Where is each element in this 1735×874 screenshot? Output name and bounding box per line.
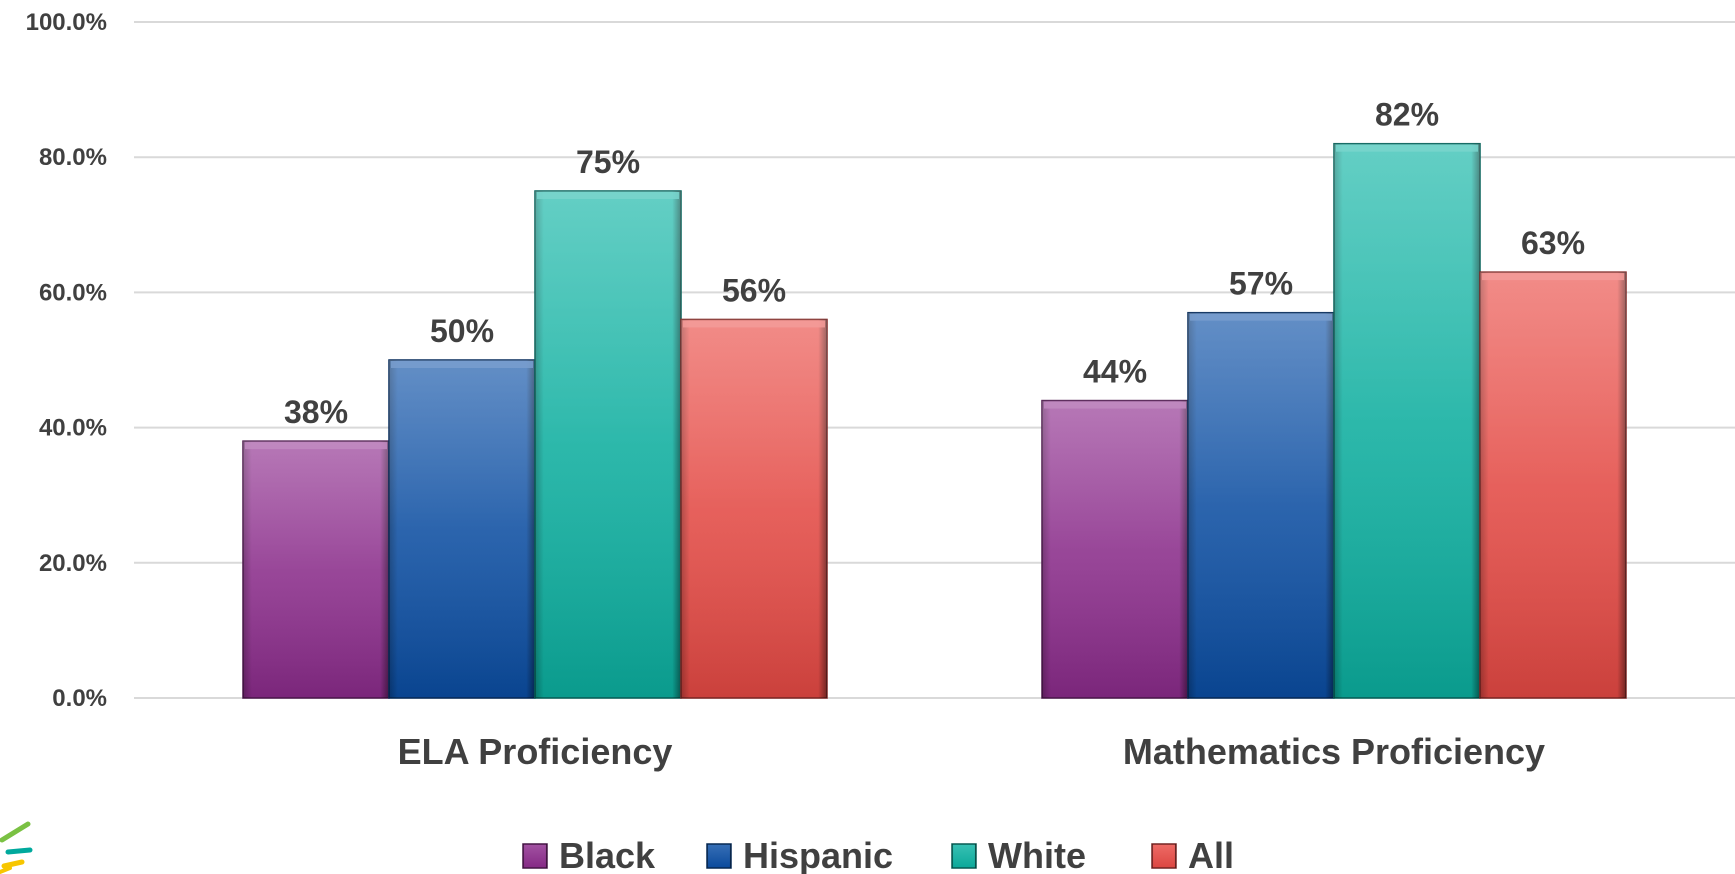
y-tick-label: 60.0%	[39, 279, 107, 306]
data-label: 63%	[1521, 225, 1585, 261]
data-label: 44%	[1083, 354, 1147, 390]
y-tick-label: 80.0%	[39, 144, 107, 171]
bars	[242, 142, 1627, 699]
data-labels: 38% 50% 75% 56% 44% 57% 82% 63%	[284, 97, 1585, 430]
data-label: 75%	[576, 144, 640, 180]
bar-white-math	[1333, 142, 1481, 699]
data-label: 56%	[722, 272, 786, 308]
bar-hispanic-ela	[388, 359, 536, 699]
y-tick-label: 0.0%	[52, 685, 107, 712]
y-tick-label: 20.0%	[39, 550, 107, 577]
y-tick-label: 100.0%	[26, 9, 107, 36]
legend-item-black[interactable]: Black	[522, 835, 656, 874]
logo-mark	[0, 821, 33, 874]
y-tick-label: 40.0%	[39, 415, 107, 442]
legend-item-all[interactable]: All	[1151, 835, 1234, 874]
bar-black-ela	[242, 440, 390, 699]
data-label: 82%	[1375, 97, 1439, 133]
legend-item-hispanic[interactable]: Hispanic	[706, 835, 893, 874]
legend-item-white[interactable]: White	[951, 835, 1086, 874]
bar-hispanic-math	[1187, 311, 1335, 699]
bar-all-math	[1479, 271, 1627, 699]
legend-label: Black	[559, 835, 656, 874]
legend-label: Hispanic	[743, 835, 893, 874]
data-label: 38%	[284, 394, 348, 430]
legend: Black Hispanic White All	[522, 835, 1234, 874]
data-label: 57%	[1229, 266, 1293, 302]
bar-white-ela	[534, 190, 682, 699]
x-axis: ELA Proficiency Mathematics Proficiency	[398, 731, 1545, 772]
legend-label: All	[1188, 835, 1234, 874]
bar-black-math	[1041, 399, 1189, 699]
legend-label: White	[988, 835, 1086, 874]
bar-all-ela	[680, 318, 828, 699]
data-label: 50%	[430, 313, 494, 349]
x-category-label: Mathematics Proficiency	[1123, 731, 1545, 772]
y-axis: 0.0% 20.0% 40.0% 60.0% 80.0% 100.0%	[26, 9, 107, 712]
x-category-label: ELA Proficiency	[398, 731, 673, 772]
